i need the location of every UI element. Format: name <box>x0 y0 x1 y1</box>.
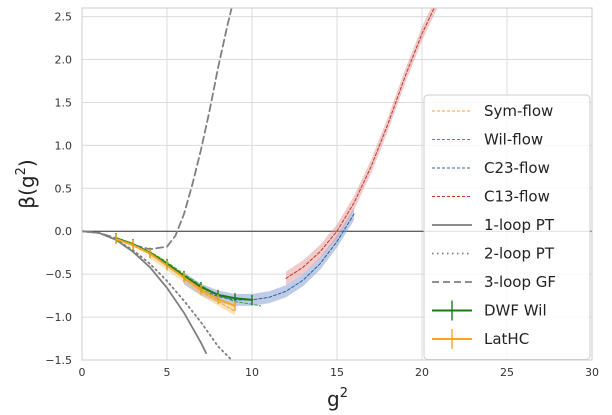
y-tick-label: 1.5 <box>55 96 73 109</box>
x-tick-label: 20 <box>415 366 429 379</box>
series-line-lathc <box>115 237 236 307</box>
y-tick-label: 2.0 <box>55 54 73 67</box>
legend: Sym-flow Wil-flow C23-flow C13-flow 1-loop P… <box>423 94 591 360</box>
legend-label-wil-flow: Wil-flow <box>484 131 543 149</box>
axis-labels: g2 β(g2) <box>14 159 348 411</box>
x-tick-label: 10 <box>245 366 259 379</box>
legend-label-c23-flow: C23-flow <box>484 159 550 177</box>
x-axis-label: g2 <box>327 386 348 411</box>
x-axis-label-sup: 2 <box>340 386 348 401</box>
y-tick-label: 0.0 <box>55 225 73 238</box>
y-axis-label: β(g2) <box>14 159 39 208</box>
x-tick-label: 0 <box>79 366 86 379</box>
y-tick-label: 0.5 <box>55 182 73 195</box>
y-tick-label: −1.5 <box>45 354 72 367</box>
y-tick-label: 2.5 <box>55 11 73 24</box>
plot-border <box>81 7 593 361</box>
legend-label-dwf-wil: DWF Wil <box>484 302 547 320</box>
x-tick-label: 25 <box>500 366 514 379</box>
legend-label-c13-flow: C13-flow <box>484 188 550 206</box>
y-axis-label-base: β(g <box>15 175 39 208</box>
data-points <box>115 233 253 311</box>
y-tick-label: 1.0 <box>55 139 73 152</box>
y-tick-label: −1.0 <box>45 311 72 324</box>
legend-box <box>423 94 591 360</box>
y-axis-label-close: ) <box>15 159 39 167</box>
y-axis-label-sup: 2 <box>14 167 29 175</box>
legend-label-2-loop-pt: 2-loop PT <box>484 245 555 263</box>
y-tick-label: −0.5 <box>45 268 72 281</box>
band-c13-flow <box>286 8 438 286</box>
series-lines <box>82 8 435 360</box>
series-line-c13-flow <box>285 8 435 279</box>
legend-label-sym-flow: Sym-flow <box>484 102 553 120</box>
legend-label-lathc: LatHC <box>484 330 529 348</box>
series-line-c23-flow <box>183 213 355 301</box>
legend-label-1-loop-pt: 1-loop PT <box>484 216 555 234</box>
tick-labels: 0 5 10 15 20 25 30 −1.5 −1.0 −0.5 0.0 0.5 1.0 1.5 2.0 2… <box>45 11 599 379</box>
legend-label-3-loop-gf: 3-loop GF <box>484 273 556 291</box>
plot-frame <box>81 7 593 361</box>
x-tick-label: 15 <box>330 366 344 379</box>
x-tick-label: 30 <box>585 366 599 379</box>
x-tick-label: 5 <box>164 366 171 379</box>
x-axis-label-base: g <box>327 387 340 411</box>
